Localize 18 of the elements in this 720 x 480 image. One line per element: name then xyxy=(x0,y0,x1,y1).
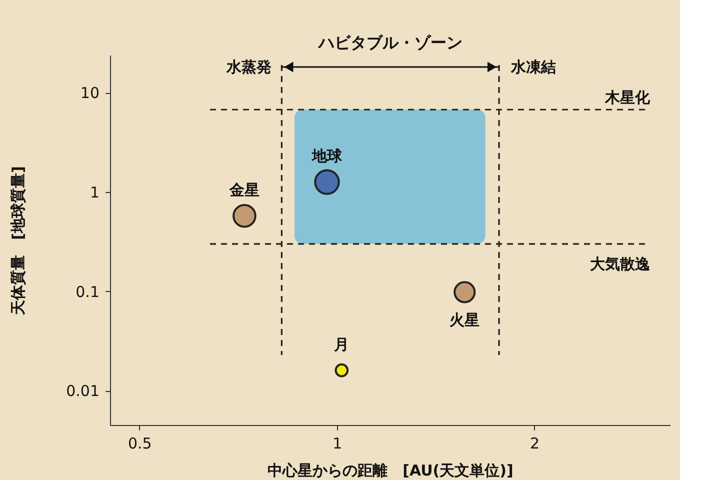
ref-line-label: 木星化 xyxy=(604,88,651,107)
annotation: 金星 xyxy=(228,180,260,199)
annotation: 火星 xyxy=(450,311,480,330)
y-tick-label: 1 xyxy=(90,184,100,202)
y-tick-label: 0.1 xyxy=(76,282,100,301)
text: ハビタブル・ゾーン xyxy=(317,33,462,52)
x-tick-label: 0.5 xyxy=(128,434,152,452)
y-tick-label: 0.01 xyxy=(66,382,100,400)
x-tick-label: 1 xyxy=(332,434,342,452)
y-axis-title: 天体質量 [地球質量] xyxy=(9,166,28,316)
annotation: 地球 xyxy=(311,147,343,166)
ref-line-label: 水蒸発 xyxy=(226,58,272,76)
annotation: 月 xyxy=(333,335,350,354)
y-tick-label: 10 xyxy=(80,84,100,102)
ref-line-label: 水凍結 xyxy=(510,58,556,76)
ref-line-label: 大気散逸 xyxy=(590,254,651,273)
x-tick-label: 2 xyxy=(530,434,540,452)
x-axis-title: 中心星からの距離 [AU(天文単位)] xyxy=(268,462,514,480)
